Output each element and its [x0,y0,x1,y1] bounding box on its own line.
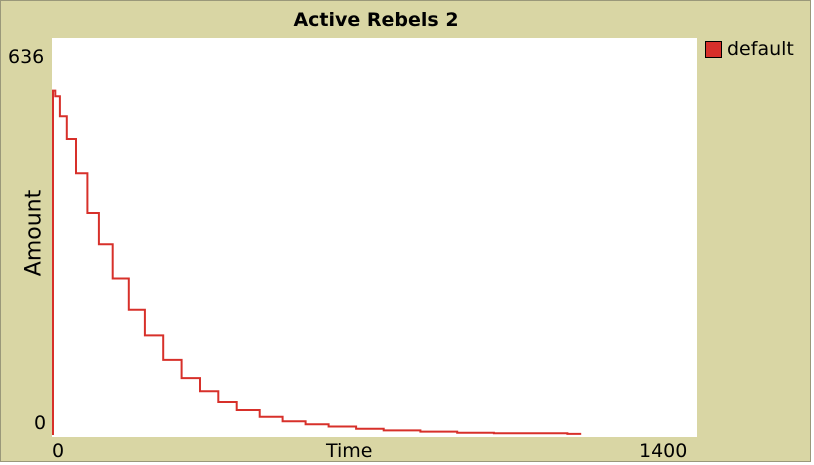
series-line-default [52,89,582,435]
legend-swatch-default [705,40,722,58]
legend: default [705,38,794,60]
x-max-tick-label: 1400 [639,440,688,462]
legend-label-default: default [727,38,794,60]
y-max-tick-label: 636 [8,46,45,68]
plot-area [52,38,697,437]
y-min-tick-label: 0 [34,412,47,434]
x-axis-label: Time [326,440,373,462]
x-min-tick-label: 0 [52,440,65,462]
chart-title: Active Rebels 2 [293,9,459,31]
